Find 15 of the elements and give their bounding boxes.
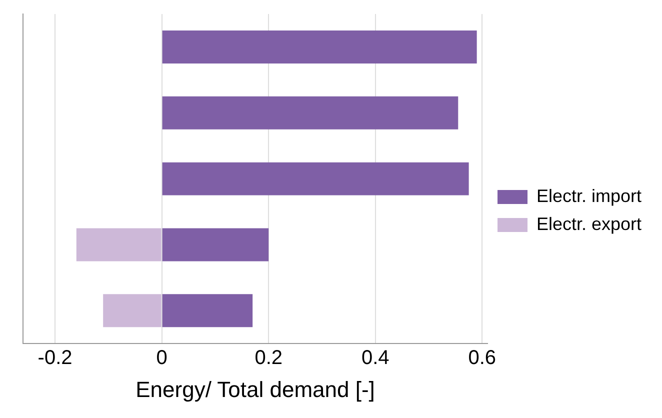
x-tick-label: -0.2 xyxy=(38,347,72,370)
bar xyxy=(103,294,162,328)
bar xyxy=(162,162,469,196)
x-tick-label: 0.4 xyxy=(361,347,390,370)
bar xyxy=(162,294,253,328)
bar xyxy=(162,228,269,262)
x-tick-label: 0.6 xyxy=(468,347,496,370)
bar xyxy=(162,96,458,130)
bar xyxy=(76,228,162,262)
bar xyxy=(162,30,477,64)
legend-label: Electr. import xyxy=(536,186,642,206)
legend-label: Electr. export xyxy=(536,214,642,234)
x-tick-label: 0 xyxy=(156,347,168,370)
x-axis-title: Energy/ Total demand [-] xyxy=(136,376,375,402)
x-tick-label: 0.2 xyxy=(254,347,283,370)
